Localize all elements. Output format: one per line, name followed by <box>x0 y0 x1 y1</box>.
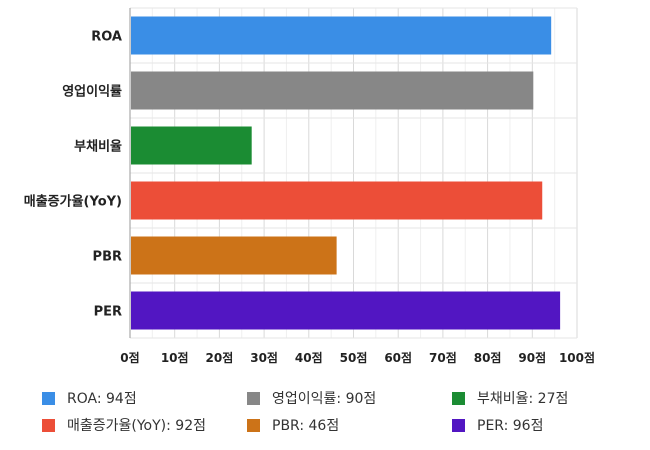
x-tick-label: 80점 <box>474 350 502 365</box>
legend-item: 영업이익률: 90점 <box>247 388 376 408</box>
legend-swatch <box>247 391 260 405</box>
bar <box>131 181 543 220</box>
legend-label: PER: 96점 <box>477 418 544 434</box>
x-tick-label: 90점 <box>518 350 546 365</box>
bar <box>131 16 552 55</box>
category-label: 부채비율 <box>74 139 122 155</box>
x-tick-label: 10점 <box>161 350 189 365</box>
x-axis-ticks: 0점 10점 20점 30점 40점 50점 60점 70점 80점 90점 100점 <box>120 350 595 365</box>
legend-swatch <box>42 391 55 405</box>
x-tick-label: 100점 <box>559 350 595 365</box>
x-tick-label: 20점 <box>206 350 234 365</box>
category-label: 영업이익률 <box>62 84 122 100</box>
x-tick-label: 30점 <box>250 350 278 365</box>
grid-lines <box>129 7 578 339</box>
category-label: PER <box>94 305 122 320</box>
legend-label: 영업이익률: 90점 <box>272 391 377 407</box>
legend-item: 부채비율: 27점 <box>452 388 568 408</box>
x-tick-label: 0점 <box>120 350 139 365</box>
legend-swatch <box>452 418 465 432</box>
x-tick-label: 60점 <box>384 350 412 365</box>
legend-label: 매출증가율(YoY): 92점 <box>67 418 206 434</box>
x-tick-label: 50점 <box>340 350 368 365</box>
legend-swatch <box>42 418 55 432</box>
bars <box>131 16 561 330</box>
legend-label: ROA: 94점 <box>67 391 137 407</box>
legend-item: PER: 96점 <box>452 415 543 435</box>
legend-label: PBR: 46점 <box>272 418 340 434</box>
category-label: PBR <box>93 250 122 265</box>
legend-item: ROA: 94점 <box>42 388 137 408</box>
x-tick-label: 70점 <box>429 350 457 365</box>
legend-swatch <box>452 391 465 405</box>
x-tick-label: 40점 <box>295 350 323 365</box>
legend-item: PBR: 46점 <box>247 415 339 435</box>
bar <box>131 236 337 275</box>
legend-label: 부채비율: 27점 <box>477 391 569 407</box>
bar <box>131 126 252 165</box>
category-label: ROA <box>91 30 122 45</box>
bar <box>131 291 561 330</box>
category-label: 매출증가율(YoY) <box>24 194 122 210</box>
bar <box>131 71 534 110</box>
legend-item: 매출증가율(YoY): 92점 <box>42 415 206 435</box>
legend-swatch <box>247 418 260 432</box>
